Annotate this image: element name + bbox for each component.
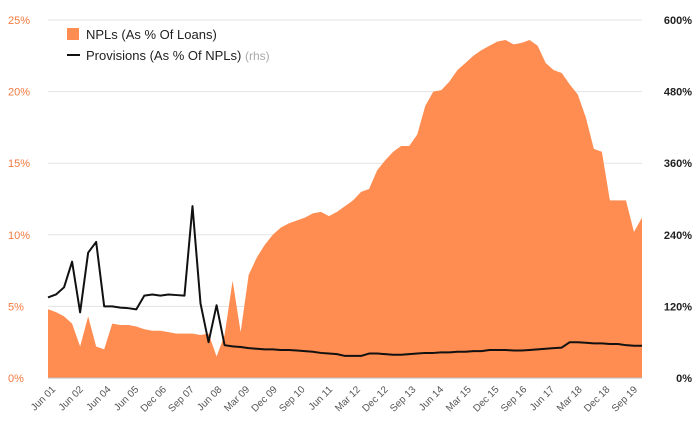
provisions-line-series — [47, 205, 642, 357]
x-tick-label: Jun 08 — [195, 384, 224, 413]
left-axis: 0% 5% 10% 15% 20% 25% — [8, 15, 30, 385]
right-tick-label: 480% — [664, 87, 692, 99]
left-tick-label: 15% — [8, 158, 30, 170]
x-tick-label: Jun 04 — [85, 384, 114, 413]
legend-swatch-npl — [67, 28, 79, 40]
x-tick-label: Mar 09 — [222, 384, 252, 414]
legend-label-provisions-rhs: (rhs) — [245, 49, 270, 63]
x-tick-label: Sep 19 — [610, 384, 640, 414]
left-tick-label: 5% — [8, 301, 24, 313]
x-tick-label: Jun 14 — [417, 384, 446, 413]
x-tick-label: Sep 13 — [388, 384, 418, 414]
x-tick-label: Jun 17 — [528, 384, 557, 413]
x-tick-label: Mar 18 — [555, 384, 585, 414]
x-tick-label: Dec 15 — [471, 384, 501, 414]
npl-area-series — [48, 40, 642, 379]
legend: NPLs (As % Of Loans) Provisions (As % Of… — [67, 27, 270, 63]
x-tick-label: Sep 16 — [499, 384, 529, 414]
legend-label-provisions: Provisions (As % Of NPLs) (rhs) — [86, 48, 270, 63]
x-tick-label: Jun 01 — [29, 384, 58, 413]
left-tick-label: 25% — [8, 15, 30, 27]
right-tick-label: 120% — [664, 301, 692, 313]
legend-label-npl: NPLs (As % Of Loans) — [86, 27, 217, 42]
x-tick-label: Jun 11 — [307, 384, 336, 413]
left-tick-label: 0% — [8, 373, 24, 385]
x-tick-label: Jun 05 — [112, 384, 141, 413]
area-layer — [48, 40, 642, 379]
right-tick-label: 240% — [664, 230, 692, 242]
x-tick-label: Dec 06 — [139, 384, 169, 414]
right-tick-label: 600% — [664, 15, 692, 27]
x-tick-label: Mar 12 — [333, 384, 363, 414]
right-tick-label: 360% — [664, 158, 692, 170]
x-tick-label: Sep 10 — [277, 384, 307, 414]
x-tick-label: Dec 12 — [361, 384, 391, 414]
legend-label-provisions-main: Provisions (As % Of NPLs) — [86, 48, 241, 63]
x-tick-label: Mar 15 — [444, 384, 474, 414]
x-tick-label: Sep 07 — [167, 384, 197, 414]
x-tick-label: Dec 09 — [250, 384, 280, 414]
right-axis: 0% 120% 240% 360% 480% 600% — [664, 15, 692, 385]
line-layer — [47, 205, 642, 357]
left-tick-label: 10% — [8, 230, 30, 242]
x-tick-label: Jun 02 — [57, 384, 86, 413]
right-tick-label: 0% — [676, 373, 692, 385]
left-tick-label: 20% — [8, 87, 30, 99]
x-tick-label: Dec 18 — [582, 384, 612, 414]
